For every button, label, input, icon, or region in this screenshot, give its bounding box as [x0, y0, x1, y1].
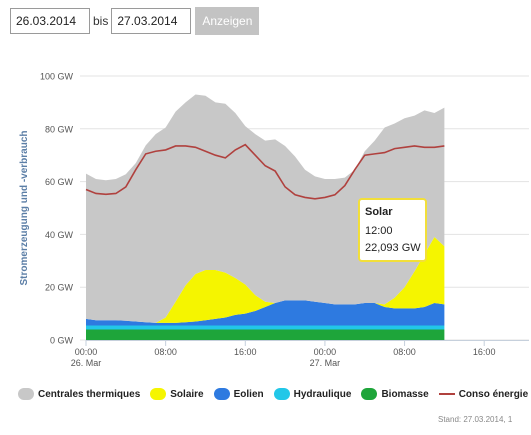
- x-tick-label: 08:00: [154, 347, 177, 357]
- area-wind: [86, 300, 445, 326]
- x-tick-label: 08:00: [393, 347, 416, 357]
- x-date-label: 27. Mar: [310, 358, 341, 368]
- legend-label: Biomasse: [381, 388, 429, 400]
- legend-item-thermal[interactable]: Centrales thermiques: [18, 388, 140, 400]
- consumption-line-layer: [85, 143, 445, 200]
- area-hydro: [86, 325, 445, 330]
- legend-label: Solaire: [170, 388, 204, 400]
- x-tick-label: 00:00: [75, 347, 98, 357]
- legend-swatch: [361, 388, 378, 400]
- area-thermal: [86, 94, 445, 323]
- legend-item-consumption[interactable]: Conso énergie: [438, 388, 529, 400]
- legend-item-wind[interactable]: Eolien: [213, 388, 264, 400]
- area-biomass: [86, 329, 445, 340]
- tooltip-value: 22,093 GW: [365, 242, 421, 254]
- x-tick-label: 00:00: [314, 347, 337, 357]
- x-tick-label: 16:00: [234, 347, 257, 357]
- date-range-form: bis Anzeigen: [10, 6, 260, 36]
- y-tick-label: 20 GW: [45, 283, 74, 293]
- y-tick-label: 40 GW: [45, 230, 74, 240]
- consumption-line: [85, 143, 445, 200]
- chart-tooltip: Solar 12:00 22,093 GW: [358, 198, 427, 262]
- legend-swatch: [18, 388, 34, 400]
- stacked-areas: [86, 94, 445, 340]
- x-tick-label: 16:00: [473, 347, 496, 357]
- stand-footer: Stand: 27.03.2014, 1: [438, 415, 513, 424]
- chart-legend: Centrales thermiques Solaire Eolien Hydraul…: [18, 388, 531, 400]
- legend-swatch: [213, 388, 230, 400]
- legend-swatch: [150, 388, 167, 400]
- from-date-input[interactable]: [10, 8, 90, 34]
- show-button[interactable]: Anzeigen: [195, 7, 260, 35]
- x-date-label: 26. Mar: [71, 358, 102, 368]
- legend-swatch: [438, 393, 455, 395]
- legend-item-hydro[interactable]: Hydraulique: [273, 388, 352, 400]
- legend-label: Conso énergie: [458, 388, 529, 400]
- y-tick-label: 0 GW: [50, 336, 74, 346]
- y-tick-label: 60 GW: [45, 177, 74, 187]
- tooltip-series: Solar: [365, 206, 393, 218]
- legend-label: Eolien: [233, 388, 264, 400]
- legend-item-solar[interactable]: Solaire: [150, 388, 204, 400]
- legend-swatch: [273, 388, 290, 400]
- area-solar: [86, 237, 445, 323]
- legend-item-biomass[interactable]: Biomasse: [361, 388, 429, 400]
- bis-label: bis: [93, 14, 109, 28]
- legend-label: Centrales thermiques: [38, 388, 141, 400]
- legend-label: Hydraulique: [293, 388, 352, 400]
- y-tick-label: 80 GW: [45, 124, 74, 134]
- tooltip-box: [358, 198, 427, 262]
- y-axis-title: Stromerzeugung und -verbrauch: [19, 130, 30, 285]
- to-date-input[interactable]: [111, 8, 192, 34]
- y-tick-label: 100 GW: [40, 72, 74, 82]
- tooltip-time: 12:00: [365, 225, 393, 237]
